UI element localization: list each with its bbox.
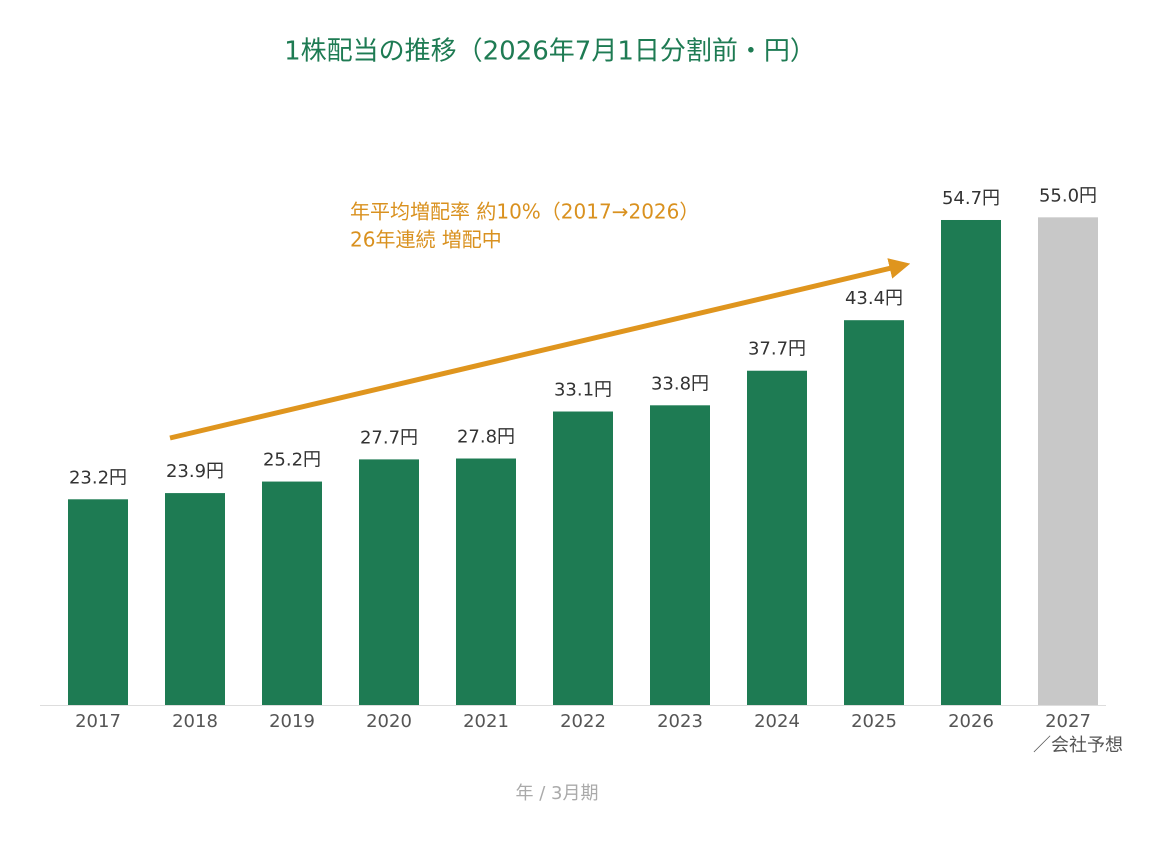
x-tick-label: 2021 [463,711,509,732]
chart-title: 1株配当の推移（2026年7月1日分割前・円） [284,37,816,67]
value-label: 23.9円 [166,461,224,482]
x-tick-label: 2022 [560,711,606,732]
bar [747,370,807,705]
bar [941,219,1001,705]
x-tick-label: 2019 [269,711,315,732]
x-tick-label: 2018 [172,711,218,732]
x-tick-label: 2025 [851,711,897,732]
bar [68,499,128,705]
annotation: 26年連続 増配中 [350,228,502,252]
value-label: 37.7円 [748,339,806,360]
bar [165,493,225,705]
value-label: 55.0円 [1039,185,1097,206]
x-tick-note: ／会社予想 [1033,735,1123,756]
value-label: 23.2円 [69,467,127,488]
x-tick-label: 2026 [948,711,994,732]
value-label: 54.7円 [942,188,1000,209]
x-axis-title: 年 / 3月期 [516,783,599,804]
value-label: 33.8円 [651,373,709,394]
bars: 2017 23.2円 2018 23.9円 2019 25.2円 2020 27.7円 2021… [68,185,1123,756]
x-tick-label: 2023 [657,711,703,732]
bar [650,405,710,705]
value-label: 33.1円 [554,380,612,401]
value-label: 27.8円 [457,427,515,448]
x-tick-label: 2024 [754,711,800,732]
value-label: 25.2円 [263,450,321,471]
bar [553,411,613,705]
annotation: 年平均増配率 約10%（2017→2026） [350,200,699,224]
x-tick-label: 2027 [1045,711,1091,732]
bar [1038,217,1098,706]
x-tick-label: 2020 [366,711,412,732]
x-tick-label: 2017 [75,711,121,732]
trend-arrow [169,258,911,441]
value-label: 27.7円 [360,427,418,448]
value-label: 43.4円 [845,288,903,309]
bar [359,459,419,705]
bar [456,458,516,705]
bar [844,320,904,705]
bar [262,481,322,705]
